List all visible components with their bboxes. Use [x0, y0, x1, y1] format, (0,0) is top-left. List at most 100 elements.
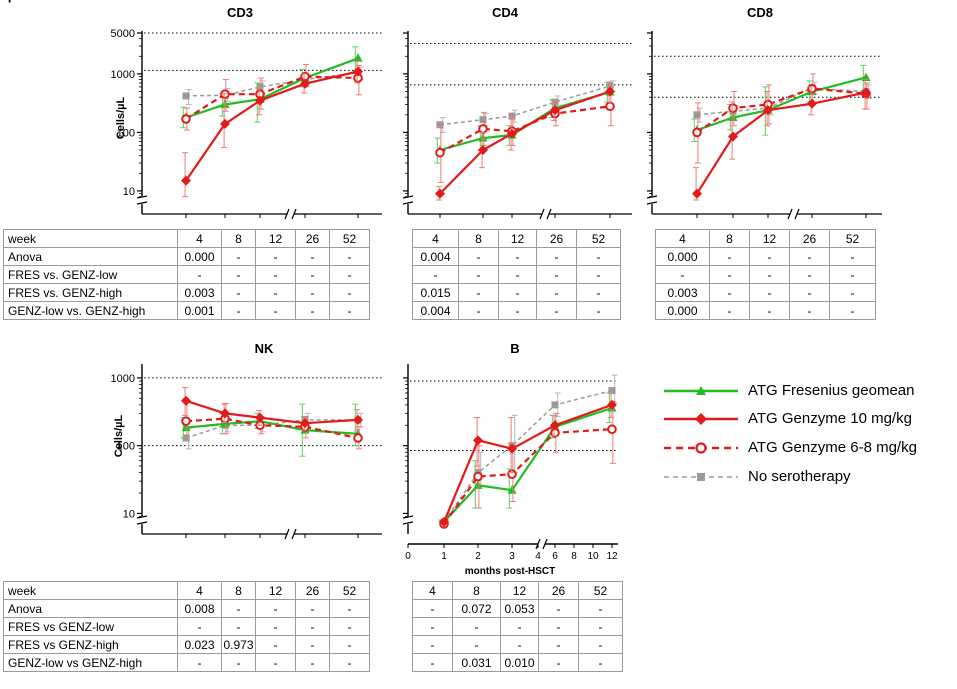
chart-title: NK [255, 341, 274, 356]
table-cell: 4 [655, 229, 710, 248]
table-cell: GENZ-low vs. GENZ-high [3, 301, 178, 320]
data-point [478, 124, 488, 134]
series-line [696, 87, 867, 134]
table-cell: - [789, 247, 830, 266]
data-point [255, 95, 265, 106]
table-cell: - [789, 301, 830, 320]
table-row: ----- [412, 617, 623, 636]
table-cell: - [578, 653, 623, 672]
table-cell: - [412, 635, 453, 654]
table-cell: GENZ-low vs GENZ-high [3, 653, 178, 672]
table-cell: - [452, 635, 501, 654]
table-cell: - [709, 265, 750, 284]
chart-title: CD4 [492, 5, 519, 20]
data-point [478, 133, 488, 142]
data-point [507, 443, 517, 454]
table-cell: - [329, 265, 370, 284]
data-point [435, 188, 445, 199]
x-axis-break [291, 528, 297, 540]
data-point [353, 66, 363, 77]
data-point [550, 420, 560, 431]
table-cell: 8 [452, 581, 501, 600]
data-point [181, 422, 191, 432]
table-cell: - [829, 265, 876, 284]
data-point [300, 78, 310, 89]
data-point [507, 469, 517, 479]
chart-title: CD8 [747, 5, 773, 20]
series-no-serotherapy [693, 81, 872, 123]
data-point [692, 188, 702, 199]
table-cell: - [221, 617, 256, 636]
table-cell: - [709, 301, 750, 320]
table-cell: - [749, 265, 790, 284]
table-row: FRES vs GENZ-low - - - - - [3, 617, 370, 636]
table-cell: - [255, 599, 296, 618]
table-row: -0.072 0.053- - [412, 599, 623, 618]
data-point [182, 92, 190, 100]
data-point [436, 121, 444, 129]
table-row: FRES vs. GENZ-high 0.003- - - - [3, 283, 370, 302]
series-line [443, 389, 613, 523]
y-axis-break [136, 521, 148, 525]
data-point [181, 175, 191, 186]
table-cell: 12 [749, 229, 790, 248]
series-genzyme-10 [439, 391, 617, 527]
table-row: FRES vs GENZ-high 0.023 0.973- - - [3, 635, 370, 654]
table-cell: 4 [177, 581, 222, 600]
data-point [550, 105, 560, 116]
legend-label-no-serotherapy: No serotherapy [748, 468, 851, 485]
data-point [220, 99, 230, 108]
table-cell: FRES vs GENZ-high [3, 635, 178, 654]
table-cell: - [329, 653, 370, 672]
table-cell: 0.010 [500, 653, 539, 672]
data-point [435, 147, 445, 158]
table-cell: - [578, 635, 623, 654]
table-row: 0.003- - - - [655, 283, 876, 302]
data-point [692, 127, 702, 138]
x-tick-label: 2 [475, 551, 481, 562]
x-axis-break [794, 208, 800, 220]
data-point [861, 72, 871, 81]
x-tick-label: 1 [441, 551, 447, 562]
legend-mark-genzyme-10 [664, 413, 738, 425]
table-cell: 52 [329, 229, 370, 248]
table-header-row: 4 8 12 26 52 [655, 229, 876, 248]
table-cell: - [177, 265, 222, 284]
table-cell: 0.004 [412, 301, 459, 320]
y-axis-break [646, 201, 658, 205]
table-cell: 8 [221, 229, 256, 248]
data-point [220, 89, 230, 99]
table-cell: - [329, 617, 370, 636]
data-point [606, 82, 614, 90]
table-row: 0.000- - - - [655, 301, 876, 320]
table-row: ----- [412, 265, 621, 284]
stats-table-top-mid: 4 8 12 26 52 0.004- - - - - - - - -0.015- - - -0.004- - - - [412, 229, 621, 320]
table-cell: 8 [458, 229, 499, 248]
y-tick-label: 10 [123, 186, 135, 198]
x-tick-label: 12 [606, 551, 618, 562]
table-row: 0.000- - - - [655, 247, 876, 266]
data-point [608, 387, 616, 395]
data-point [605, 101, 615, 112]
table-header-row: week 4 8 12 26 52 [3, 581, 370, 600]
chart-title: B [510, 341, 519, 356]
table-cell: - [329, 283, 370, 302]
data-point [473, 471, 483, 482]
legend-mark-no-serotherapy [664, 473, 738, 481]
table-cell: Anova [3, 599, 178, 618]
table-cell: 0.000 [655, 247, 710, 266]
chart-title: CD3 [227, 5, 253, 20]
table-cell: week [3, 229, 178, 248]
series-line [442, 403, 613, 523]
y-axis-label: Cells/µL [0, 0, 21, 3]
data-point [693, 111, 701, 119]
table-cell: - [295, 617, 330, 636]
data-point [353, 414, 363, 425]
table-cell: - [177, 617, 222, 636]
table-row: GENZ-low vs GENZ-high - - - - - [3, 653, 370, 672]
table-cell: 52 [578, 581, 623, 600]
x-axis-break [787, 208, 793, 220]
stats-table-bottom-mid: 4 8 12 26 52-0.072 0.053- - - - - - - - - - - - -0.031 0.0… [412, 581, 623, 672]
